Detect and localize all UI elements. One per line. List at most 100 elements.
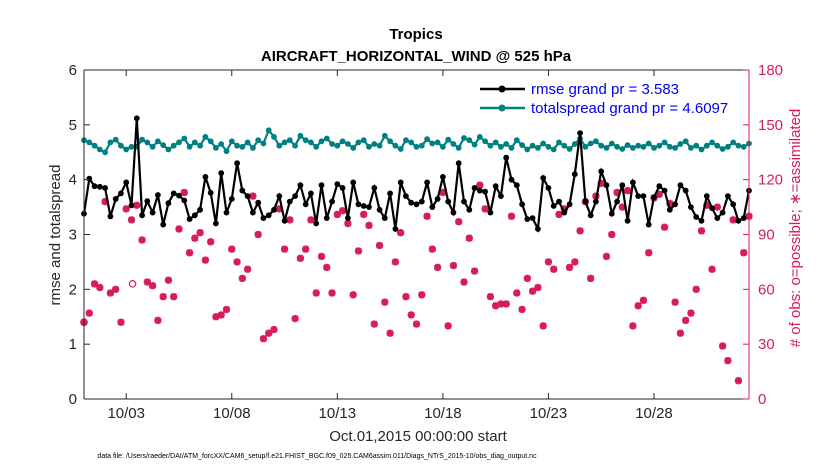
rmse-point <box>703 193 710 200</box>
rmse-point <box>223 209 230 216</box>
obs-assimilated-marker <box>402 293 410 301</box>
obs-assimilated-marker <box>207 238 215 246</box>
obs-assimilated-marker <box>470 267 479 275</box>
totalspread-point <box>202 134 209 140</box>
rmse-point <box>128 202 135 209</box>
rmse-point <box>740 215 747 222</box>
obs-assimilated-marker <box>191 234 199 242</box>
obs-assimilated-marker <box>354 247 363 255</box>
totalspread-point <box>587 140 594 147</box>
rmse-point <box>318 182 325 189</box>
obs-assimilated-marker <box>201 256 209 264</box>
rmse-point <box>550 203 557 209</box>
totalspread-point <box>350 145 357 151</box>
totalspread-point <box>139 136 146 143</box>
rmse-point <box>535 226 541 232</box>
rmse-point <box>429 204 436 211</box>
totalspread-point <box>429 140 436 147</box>
obs-assimilated-marker <box>434 263 442 271</box>
rmse-point <box>719 209 726 216</box>
obs-assimilated-marker <box>550 265 558 273</box>
totalspread-point <box>318 138 325 145</box>
rmse-point <box>508 176 515 183</box>
obs-assimilated-marker <box>196 229 204 237</box>
obs-assimilated-marker <box>149 282 157 290</box>
totalspread-point <box>181 135 188 142</box>
totalspread-point <box>556 139 562 146</box>
totalspread-point <box>413 143 420 150</box>
obs-assimilated-marker <box>624 187 632 195</box>
totalspread-point <box>239 143 246 150</box>
rmse-point <box>698 217 705 224</box>
rmse-point <box>112 196 119 202</box>
rmse-point <box>476 187 483 194</box>
rmse-point <box>244 193 251 200</box>
x-tick-label: 10/18 <box>424 405 462 422</box>
rmse-point <box>149 209 156 216</box>
totalspread-point <box>418 142 425 149</box>
totalspread-point <box>160 142 167 149</box>
obs-assimilated-marker <box>444 322 452 330</box>
rmse-point <box>529 215 536 222</box>
rmse-point <box>133 115 140 122</box>
totalspread-point <box>155 138 161 145</box>
totalspread-point <box>492 139 499 146</box>
y-tick-label: 1 <box>69 336 77 353</box>
y-axis-right-label: # of obs: o=possible; ∗=assimilated <box>787 109 804 348</box>
totalspread-point <box>313 143 320 150</box>
obs-assimilated-marker <box>518 305 526 314</box>
obs-assimilated-marker <box>697 227 706 235</box>
totalspread-point <box>207 138 214 145</box>
totalspread-point <box>498 143 504 150</box>
obs-assimilated-marker <box>565 263 574 271</box>
rmse-point <box>102 185 108 191</box>
rmse-point <box>202 174 209 180</box>
obs-assimilated-marker <box>127 216 136 224</box>
obs-assimilated-marker <box>180 188 188 197</box>
rmse-point <box>292 193 298 200</box>
rmse-point <box>434 196 441 202</box>
obs-assimilated-marker <box>513 289 521 297</box>
obs-assimilated-marker <box>682 316 690 325</box>
totalspread-point <box>550 146 557 153</box>
rmse-point <box>450 209 457 216</box>
rmse-point <box>418 198 425 205</box>
obs-assimilated-marker <box>339 207 347 215</box>
rmse-point <box>160 221 167 228</box>
totalspread-point <box>144 139 151 146</box>
totalspread-point <box>735 142 742 149</box>
legend-marker-totalspread <box>498 104 506 112</box>
obs-assimilated-marker <box>365 221 373 229</box>
totalspread-point <box>91 142 98 149</box>
totalspread-point <box>381 132 388 139</box>
rmse-point <box>714 215 721 222</box>
totalspread-point <box>244 139 251 146</box>
rmse-point <box>207 189 214 196</box>
totalspread-point <box>286 137 293 144</box>
obs-assimilated-marker <box>507 212 516 220</box>
totalspread-point <box>302 137 309 144</box>
obs-assimilated-marker <box>523 274 531 282</box>
totalspread-point <box>107 139 114 146</box>
rmse-point <box>286 198 293 205</box>
totalspread-point <box>403 137 409 144</box>
y-right-tick-label: 0 <box>758 391 766 408</box>
obs-assimilated-marker <box>175 225 183 233</box>
rmse-point <box>598 168 605 175</box>
totalspread-point <box>197 142 204 149</box>
totalspread-point <box>408 139 415 146</box>
rmse-point <box>123 179 130 186</box>
rmse-point <box>413 201 420 208</box>
rmse-point <box>556 198 562 205</box>
rmse-point <box>593 198 599 205</box>
obs-assimilated-marker <box>639 296 648 304</box>
obs-assimilated-marker <box>423 212 431 220</box>
rmse-point <box>86 175 93 182</box>
totalspread-point <box>656 142 663 149</box>
y-tick-label: 4 <box>69 172 77 189</box>
totalspread-point <box>487 142 494 149</box>
rmse-point <box>661 187 668 194</box>
rmse-point <box>165 200 172 207</box>
rmse-point <box>677 182 684 189</box>
obs-assimilated-marker <box>96 283 104 292</box>
